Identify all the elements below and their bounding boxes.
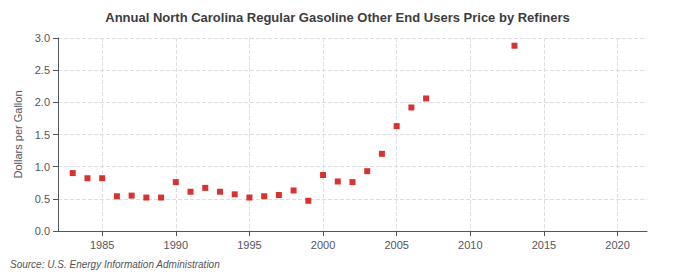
svg-text:Dollars per Gallon: Dollars per Gallon [12,90,24,178]
svg-text:2015: 2015 [532,239,556,251]
svg-text:1.5: 1.5 [35,129,50,141]
svg-text:2020: 2020 [605,239,629,251]
svg-text:Annual North Carolina Regular: Annual North Carolina Regular Gasoline O… [105,10,570,25]
svg-text:0.0: 0.0 [35,225,50,237]
svg-text:2000: 2000 [311,239,335,251]
svg-text:1995: 1995 [237,239,261,251]
svg-text:3.0: 3.0 [35,32,50,44]
svg-text:2005: 2005 [384,239,408,251]
svg-text:2.0: 2.0 [35,96,50,108]
svg-text:2.5: 2.5 [35,64,50,76]
svg-text:Source: U.S. Energy Informatio: Source: U.S. Energy Information Administ… [10,259,220,270]
svg-text:1985: 1985 [90,239,114,251]
svg-text:2010: 2010 [458,239,482,251]
svg-text:1.0: 1.0 [35,161,50,173]
svg-text:1990: 1990 [164,239,188,251]
svg-text:0.5: 0.5 [35,193,50,205]
